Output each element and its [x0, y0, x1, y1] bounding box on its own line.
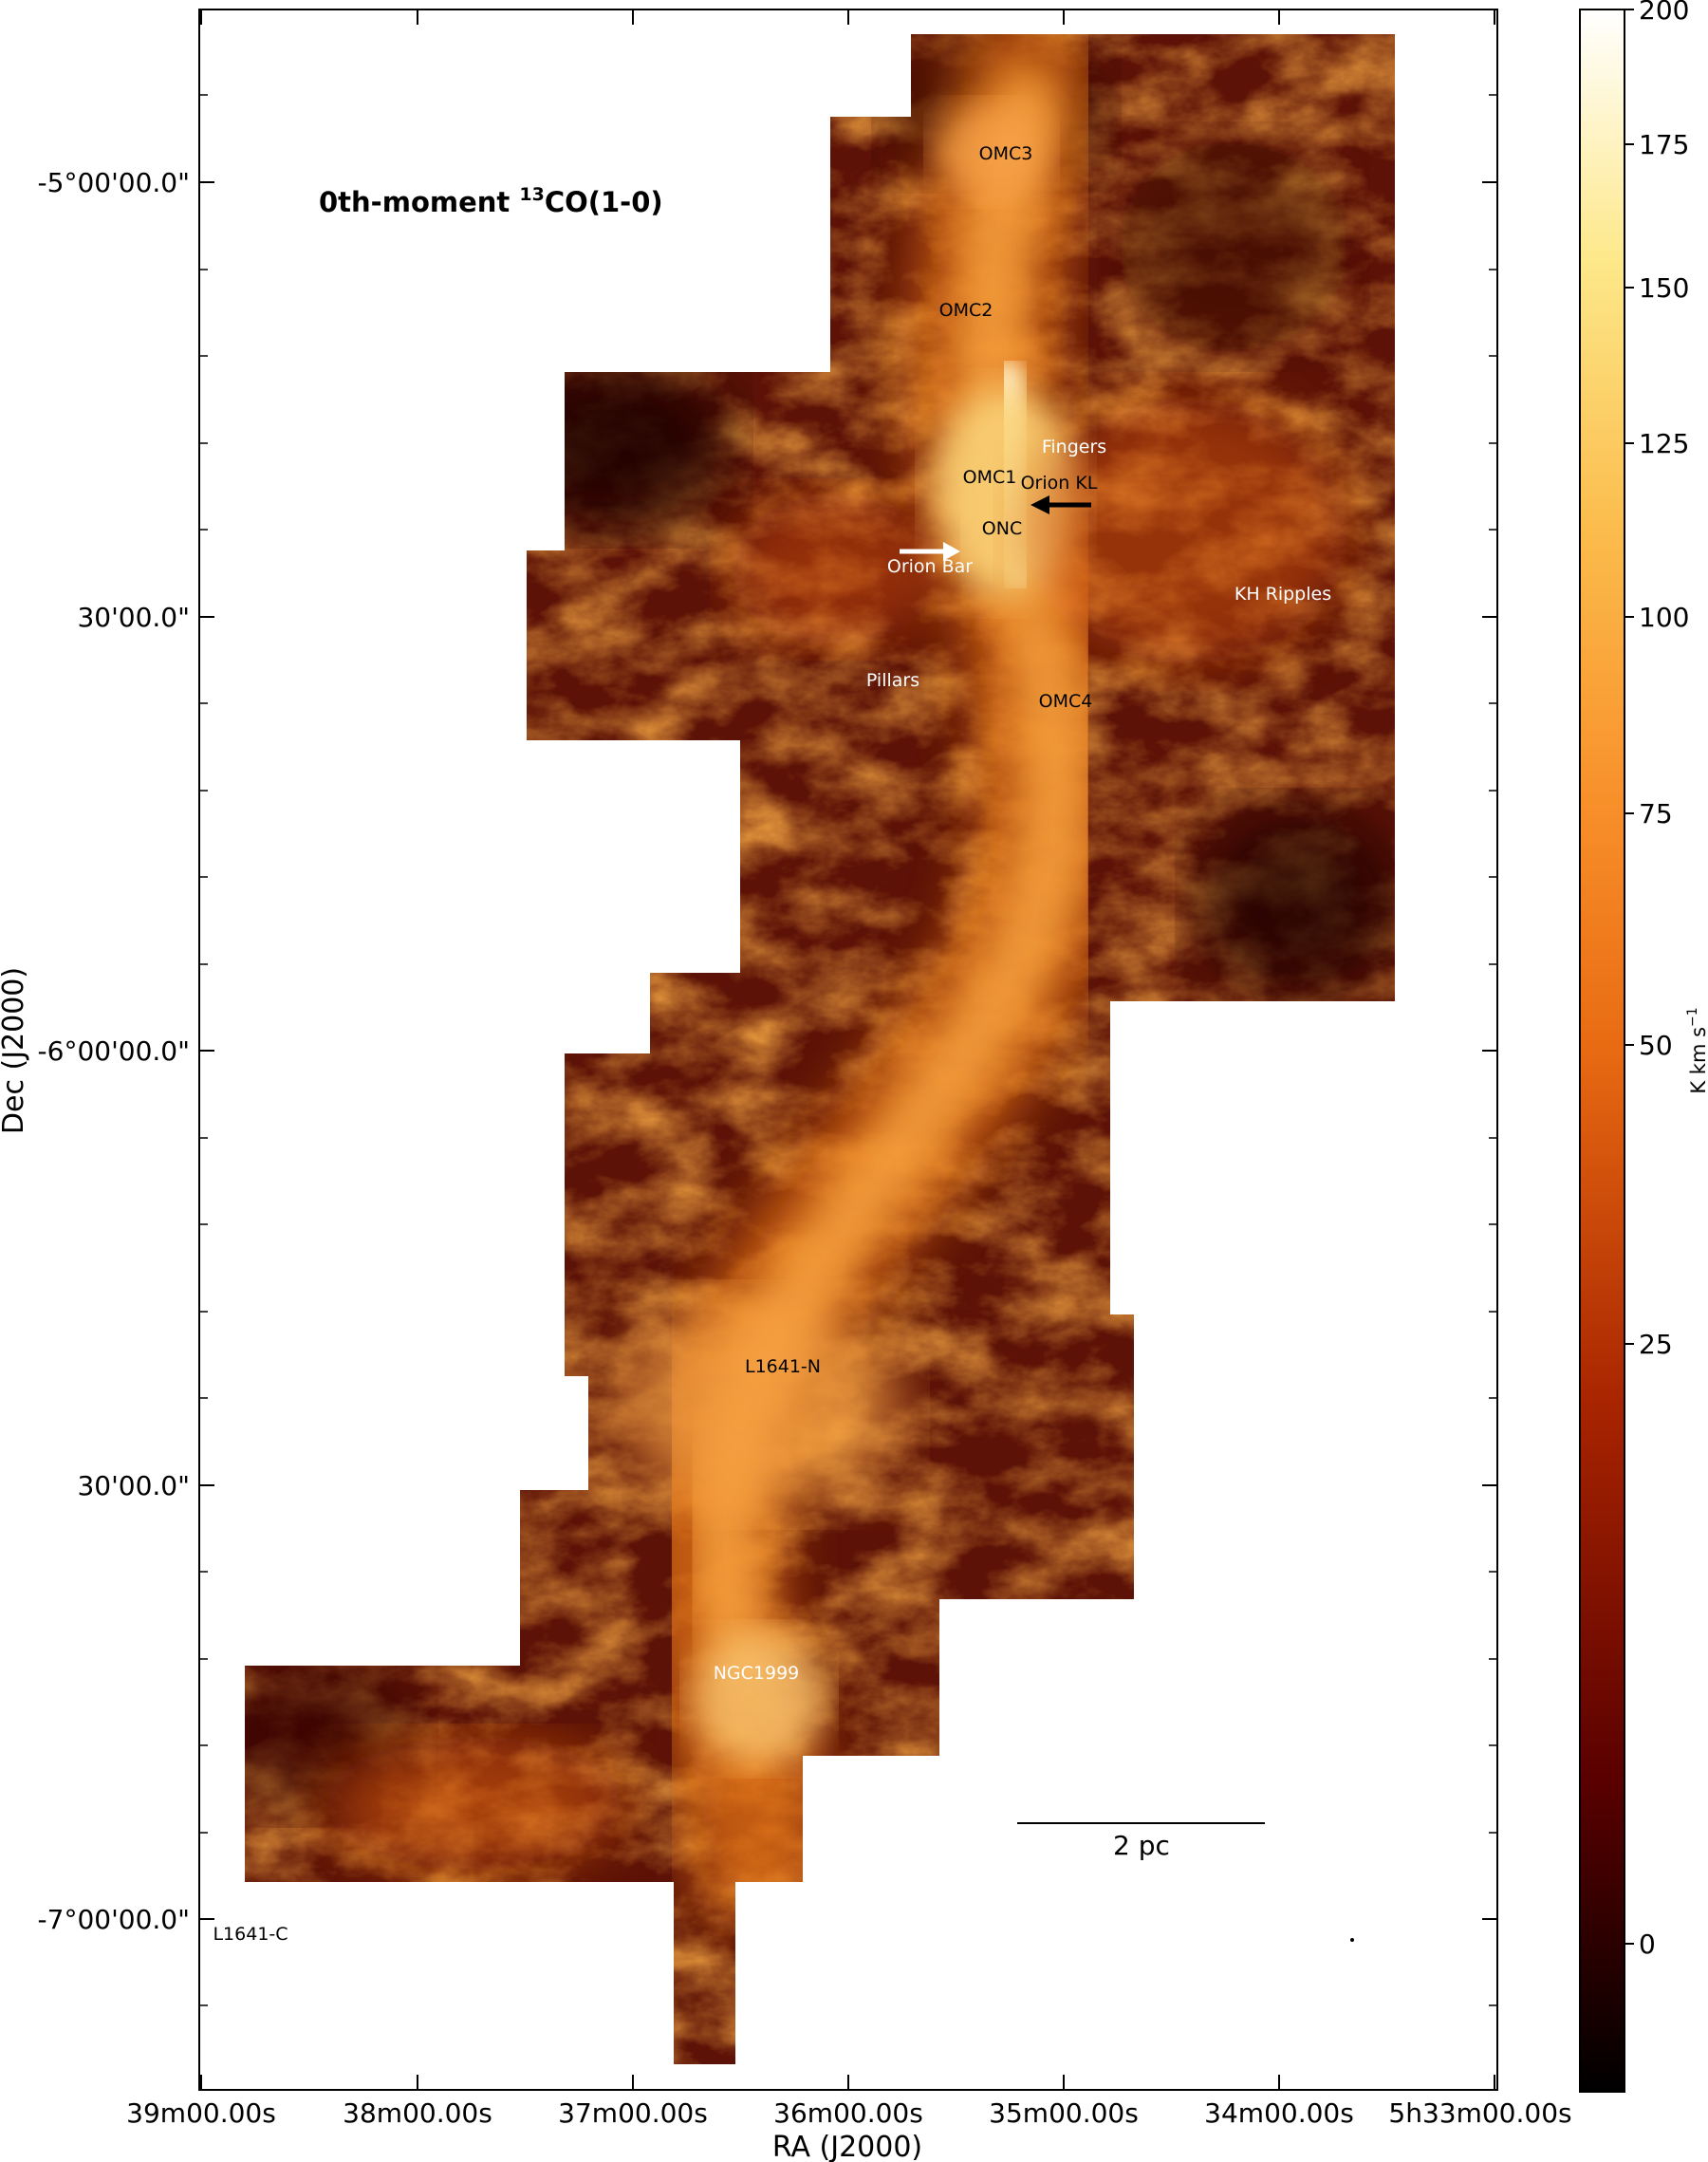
label-onc: ONC: [982, 518, 1022, 539]
x-tick-label: 36m00.00s: [773, 2097, 923, 2129]
label-kh-ripples: KH Ripples: [1235, 584, 1331, 605]
y-tick-label: 30'00.0": [77, 602, 190, 633]
y-tick-label: -5°00'00.0": [38, 167, 190, 198]
label-ngc1999: NGC1999: [714, 1663, 800, 1684]
label-omc3: OMC3: [979, 143, 1033, 164]
label-l1641-n: L1641-N: [745, 1356, 821, 1377]
label-omc4: OMC4: [1039, 691, 1093, 712]
label-fingers: Fingers: [1042, 437, 1106, 457]
y-axis-ticks: [199, 181, 1497, 1920]
arrow-orion-bar: [900, 542, 960, 561]
label-l1641-c: L1641-C: [213, 1924, 288, 1945]
plot-title: 0th-moment 13CO(1-0): [319, 184, 663, 218]
y-tick-label: -7°00'00.0": [38, 1904, 190, 1935]
colorbar-tick-label: 200: [1639, 0, 1689, 26]
colorbar-tick-label: 150: [1639, 272, 1689, 304]
colorbar-tick-label: 50: [1639, 1030, 1673, 1061]
label-orion-kl: Orion KL: [1021, 473, 1098, 494]
colorbar-tick-label: 0: [1639, 1929, 1656, 1960]
colorbar-tick-label: 175: [1639, 129, 1689, 160]
x-tick-label: 37m00.00s: [558, 2097, 708, 2129]
colorbar-tick-label: 75: [1639, 798, 1673, 829]
label-omc2: OMC2: [939, 300, 993, 321]
label-pillars: Pillars: [866, 670, 919, 691]
colorbar: 200 175 150 125 100 75 50 25 0 K km s−1: [1579, 0, 1708, 2093]
label-omc1: OMC1: [963, 467, 1017, 488]
x-axis-title: RA (J2000): [772, 2131, 922, 2162]
colorbar-tick-label: 125: [1639, 428, 1689, 459]
colorbar-tick-label: 100: [1639, 602, 1689, 633]
beam-marker: [1350, 1938, 1354, 1942]
intensity-map: [245, 34, 1395, 2064]
y-tick-label: 30'00.0": [77, 1470, 190, 1501]
arrow-orion-kl: [1030, 495, 1091, 514]
colorbar-ticks: [1624, 9, 1634, 1945]
label-orion-bar: Orion Bar: [887, 556, 973, 577]
x-tick-label: 38m00.00s: [343, 2097, 492, 2129]
x-tick-label: 35m00.00s: [989, 2097, 1139, 2129]
x-axis-ticks: [200, 9, 1495, 2090]
x-tick-label: 5h33m00.00s: [1388, 2097, 1571, 2129]
y-tick-label: -6°00'00.0": [38, 1035, 190, 1067]
x-tick-label: 34m00.00s: [1204, 2097, 1354, 2129]
colorbar-tick-label: 25: [1639, 1329, 1673, 1360]
y-axis-minor-ticks: [199, 94, 1497, 2006]
x-tick-label: 39m00.00s: [126, 2097, 276, 2129]
scale-bar-label: 2 pc: [1113, 1830, 1170, 1861]
y-axis-title: Dec (J2000): [0, 967, 30, 1134]
colorbar-label: K km s−1: [1685, 1007, 1708, 1093]
